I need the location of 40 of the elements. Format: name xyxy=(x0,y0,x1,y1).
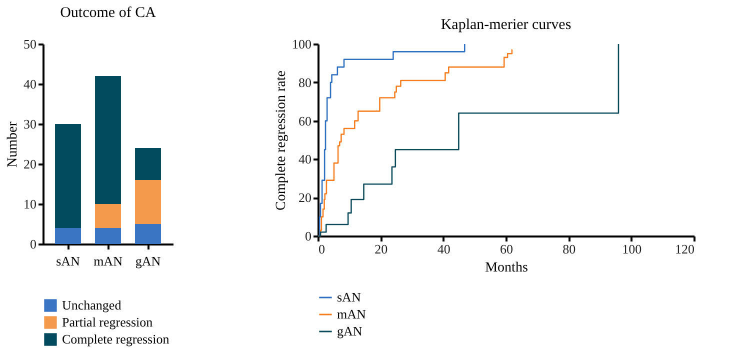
x-tick-label: 0 xyxy=(318,242,325,256)
x-tick-label: sAN xyxy=(56,254,81,268)
bar xyxy=(135,180,161,224)
y-tick-label: 40 xyxy=(24,76,36,92)
x-tick-label: mAN xyxy=(94,254,124,268)
bar xyxy=(95,76,121,204)
y-tick-label: 30 xyxy=(24,116,36,132)
y-tick-label: 80 xyxy=(298,74,312,90)
bar xyxy=(95,228,121,244)
x-tick-label: 40 xyxy=(437,242,450,256)
bar xyxy=(135,224,161,244)
y-axis-title: Complete regression rate xyxy=(274,70,289,210)
y-tick-label: 100 xyxy=(292,36,312,52)
y-tick-label: 40 xyxy=(298,152,312,167)
legend-label: mAN xyxy=(337,306,366,322)
y-tick-label: 60 xyxy=(298,113,312,128)
bar xyxy=(55,228,81,244)
bar xyxy=(95,204,121,228)
y-tick-label: 20 xyxy=(24,156,36,172)
x-axis-title: Months xyxy=(485,260,528,276)
bar xyxy=(135,148,161,180)
y-axis-title: Number xyxy=(6,121,20,168)
legend-label: Unchanged xyxy=(62,298,122,312)
x-tick-label: 100 xyxy=(622,242,642,256)
bar xyxy=(55,124,81,228)
legend-label: gAN xyxy=(337,324,363,338)
chart-title: Outcome of CA xyxy=(60,5,156,21)
x-tick-label: 120 xyxy=(675,242,694,256)
y-tick-label: 50 xyxy=(24,36,36,52)
chart-title: Kaplan-merier curves xyxy=(440,17,572,33)
x-tick-label: 80 xyxy=(562,242,576,256)
y-tick-label: 0 xyxy=(305,228,312,244)
legend-label: sAN xyxy=(337,290,362,304)
x-tick-label: 20 xyxy=(374,242,388,256)
y-tick-label: 10 xyxy=(24,196,36,212)
x-tick-label: gAN xyxy=(135,254,162,268)
legend-label: Partial regression xyxy=(62,314,154,330)
x-tick-label: 60 xyxy=(500,242,513,256)
y-tick-label: 20 xyxy=(298,190,312,206)
legend-label: Complete regression xyxy=(62,332,170,346)
